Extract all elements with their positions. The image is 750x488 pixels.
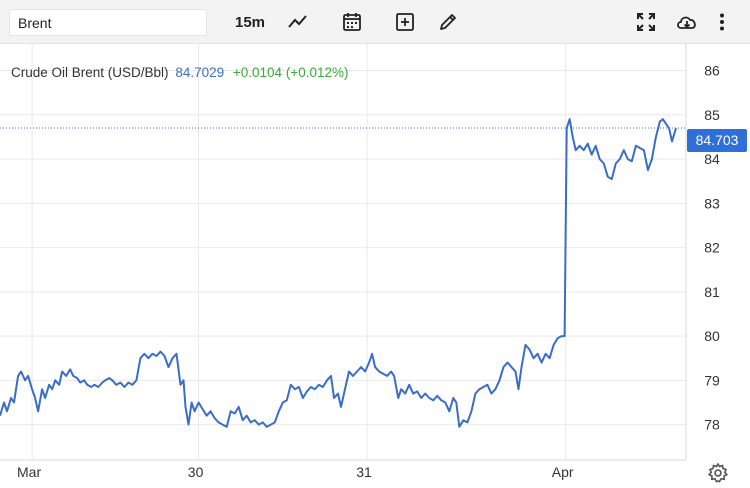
- date-range-button[interactable]: [338, 8, 366, 36]
- chart-toolbar: 15m: [0, 0, 750, 44]
- y-tick-label-83: 83: [704, 195, 720, 211]
- cloud-download-icon: [677, 16, 696, 29]
- y-tick-label-84: 84: [704, 151, 720, 167]
- symbol-search-input[interactable]: [9, 9, 207, 36]
- more-menu-button[interactable]: [712, 8, 732, 36]
- y-tick-label-81: 81: [704, 284, 720, 300]
- instrument-name: Crude Oil Brent (USD/Bbl): [11, 65, 169, 80]
- y-tick-label-82: 82: [704, 240, 720, 256]
- x-tick-label-Apr: Apr: [552, 464, 574, 480]
- calendar-icon: [343, 13, 361, 31]
- y-tick-label-80: 80: [704, 328, 720, 344]
- y-tick-label-85: 85: [704, 107, 720, 123]
- add-indicator-icon: [396, 13, 414, 31]
- price-series-line: [0, 118, 677, 428]
- draw-button[interactable]: [434, 8, 462, 36]
- x-tick-label-31: 31: [356, 464, 372, 480]
- more-menu-icon: [720, 13, 724, 31]
- download-button[interactable]: [672, 8, 702, 36]
- add-indicator-button[interactable]: [391, 8, 419, 36]
- fullscreen-icon: [637, 13, 655, 31]
- fullscreen-button[interactable]: [632, 8, 660, 36]
- interval-button[interactable]: 15m: [234, 13, 266, 31]
- y-tick-label-86: 86: [704, 63, 720, 79]
- line-chart-button[interactable]: [284, 8, 312, 36]
- price-axis-labels: 78 79 80 81 82 83 84 85 86: [704, 63, 720, 433]
- last-price-tag: 84.703: [687, 129, 747, 152]
- legend-price: 84.7029: [175, 65, 225, 80]
- y-tick-label-78: 78: [704, 417, 720, 433]
- time-axis-labels: Mar 30 31 Apr: [17, 464, 574, 480]
- line-chart-icon: [288, 15, 307, 28]
- chart-legend: Crude Oil Brent (USD/Bbl) 84.7029 +0.010…: [11, 65, 348, 80]
- draw-pencil-icon: [440, 14, 456, 30]
- x-tick-label-Mar: Mar: [17, 464, 41, 480]
- y-tick-label-79: 79: [704, 372, 720, 388]
- legend-change: +0.0104 (+0.012%): [232, 65, 349, 80]
- chart-settings-button[interactable]: [707, 462, 729, 484]
- vertical-gridlines: [31, 44, 567, 460]
- horizontal-gridlines: [0, 70, 686, 426]
- x-tick-label-30: 30: [188, 464, 204, 480]
- gear-icon: [707, 462, 729, 483]
